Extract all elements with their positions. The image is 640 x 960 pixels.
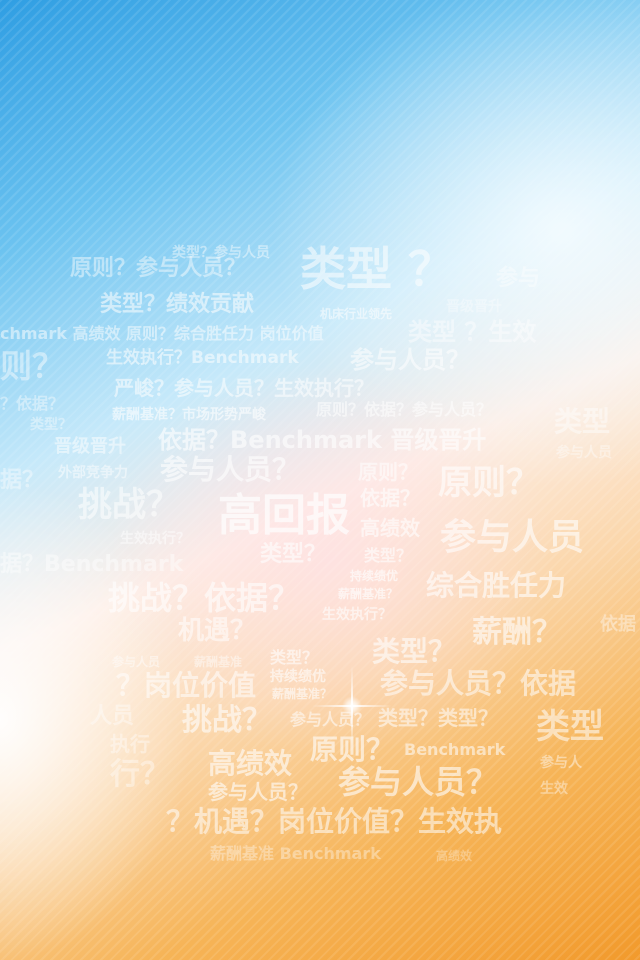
cloud-word: 机床行业领先 — [320, 307, 393, 321]
cloud-word: 原则？参与人员？ — [70, 256, 247, 281]
sparkle-icon — [312, 666, 392, 746]
cloud-word: 参与人员？ — [350, 346, 470, 374]
cloud-word: 类型 — [536, 707, 604, 747]
cloud-word: 薪酬基准 — [194, 655, 243, 669]
cloud-word: 薪酬？ — [472, 615, 562, 650]
cloud-word: 类型？类型？ — [378, 706, 498, 730]
cloud-word: 类型？ — [372, 635, 457, 668]
cloud-word: 持续绩优 — [350, 569, 399, 583]
cloud-word: 薪酬基准？市场形势严峻 — [112, 407, 266, 423]
cloud-word: 参与人员 — [440, 517, 585, 558]
cloud-word: 据？ — [0, 468, 45, 493]
cloud-word: 高绩效 — [436, 849, 473, 863]
cloud-word: 原则？ — [438, 463, 540, 503]
cloud-word: 类型 ？ — [300, 242, 455, 296]
cloud-word: 挑战？ — [78, 485, 180, 525]
cloud-word: 薪酬基准？ — [272, 687, 333, 701]
cloud-word: 原则？依据？参与人员？ — [316, 400, 493, 419]
cloud-word: 行？ — [110, 757, 170, 792]
cloud-word: 人员 — [90, 704, 135, 729]
cloud-word: 类型？ — [260, 542, 327, 567]
cloud-word: 参与人员 — [112, 655, 161, 669]
cloud-word: 持续绩优 — [270, 669, 326, 685]
cloud-word: 参与人员？ — [338, 763, 499, 801]
cloud-word: 依据 — [600, 614, 636, 635]
cloud-word: chmark 高绩效 原则？综合胜任力 岗位价值 — [0, 324, 324, 343]
cloud-word: 挑战？依据？ — [108, 579, 301, 617]
cloud-word: Benchmark — [404, 740, 506, 759]
cloud-word: 生效执行？Benchmark — [106, 348, 299, 368]
cloud-word: 高绩效 — [360, 516, 420, 540]
cloud-word: 晋级晋升 — [54, 436, 126, 457]
cloud-word: 类型？绩效贡献 — [100, 292, 255, 317]
cloud-word: 类型？参与人员 — [172, 245, 270, 261]
cloud-word: 类型？ — [364, 546, 413, 565]
cloud-word: 参与人员？ — [160, 453, 301, 486]
cloud-word: 依据？Benchmark 晋级晋升 — [158, 426, 487, 454]
cloud-word: 参与人员？ — [208, 780, 308, 804]
cloud-word: 参与人员？依据 — [380, 667, 577, 700]
cloud-word: 高回报 — [218, 490, 350, 541]
cloud-word: 挑战？ — [182, 703, 272, 738]
cloud-word: 生效 — [540, 781, 568, 797]
cloud-word: 晋级晋升 — [446, 299, 502, 315]
cloud-word: 参与人员 — [556, 445, 612, 461]
cloud-word: ？依据？ — [0, 394, 65, 413]
cloud-word: 生效执行？ — [322, 607, 392, 623]
cloud-word: 类型？ — [30, 417, 72, 433]
cloud-word: 据？Benchmark — [0, 552, 184, 577]
cloud-word: ？机遇？岗位价值？生效执 — [166, 805, 503, 838]
cloud-word: 机遇？ — [178, 616, 257, 646]
cloud-word: 外部竞争力 — [58, 465, 128, 481]
cloud-word: 参与 — [496, 266, 541, 291]
cloud-word: 类型 ？生效 — [408, 318, 537, 346]
cloud-word: 严峻？参与人员？生效执行？ — [114, 376, 374, 400]
cloud-word: ？岗位价值 — [116, 669, 257, 702]
cloud-word: 综合胜任力 — [426, 569, 567, 602]
cloud-word: 依据？ — [360, 486, 420, 510]
cloud-word: 则？ — [0, 347, 65, 385]
cloud-word: 执行 — [110, 732, 150, 756]
cloud-word: 薪酬基准 Benchmark — [210, 844, 381, 863]
cloud-word: 参与人 — [540, 755, 582, 771]
cloud-word: 类型 — [554, 405, 611, 438]
cloud-word: 薪酬基准？ — [338, 587, 399, 601]
cloud-word: 高绩效 — [208, 747, 293, 780]
cloud-word: 生效执行？ — [120, 531, 190, 547]
cloud-word: 原则？ — [358, 460, 418, 484]
cloud-word: 类型？ — [270, 648, 319, 667]
